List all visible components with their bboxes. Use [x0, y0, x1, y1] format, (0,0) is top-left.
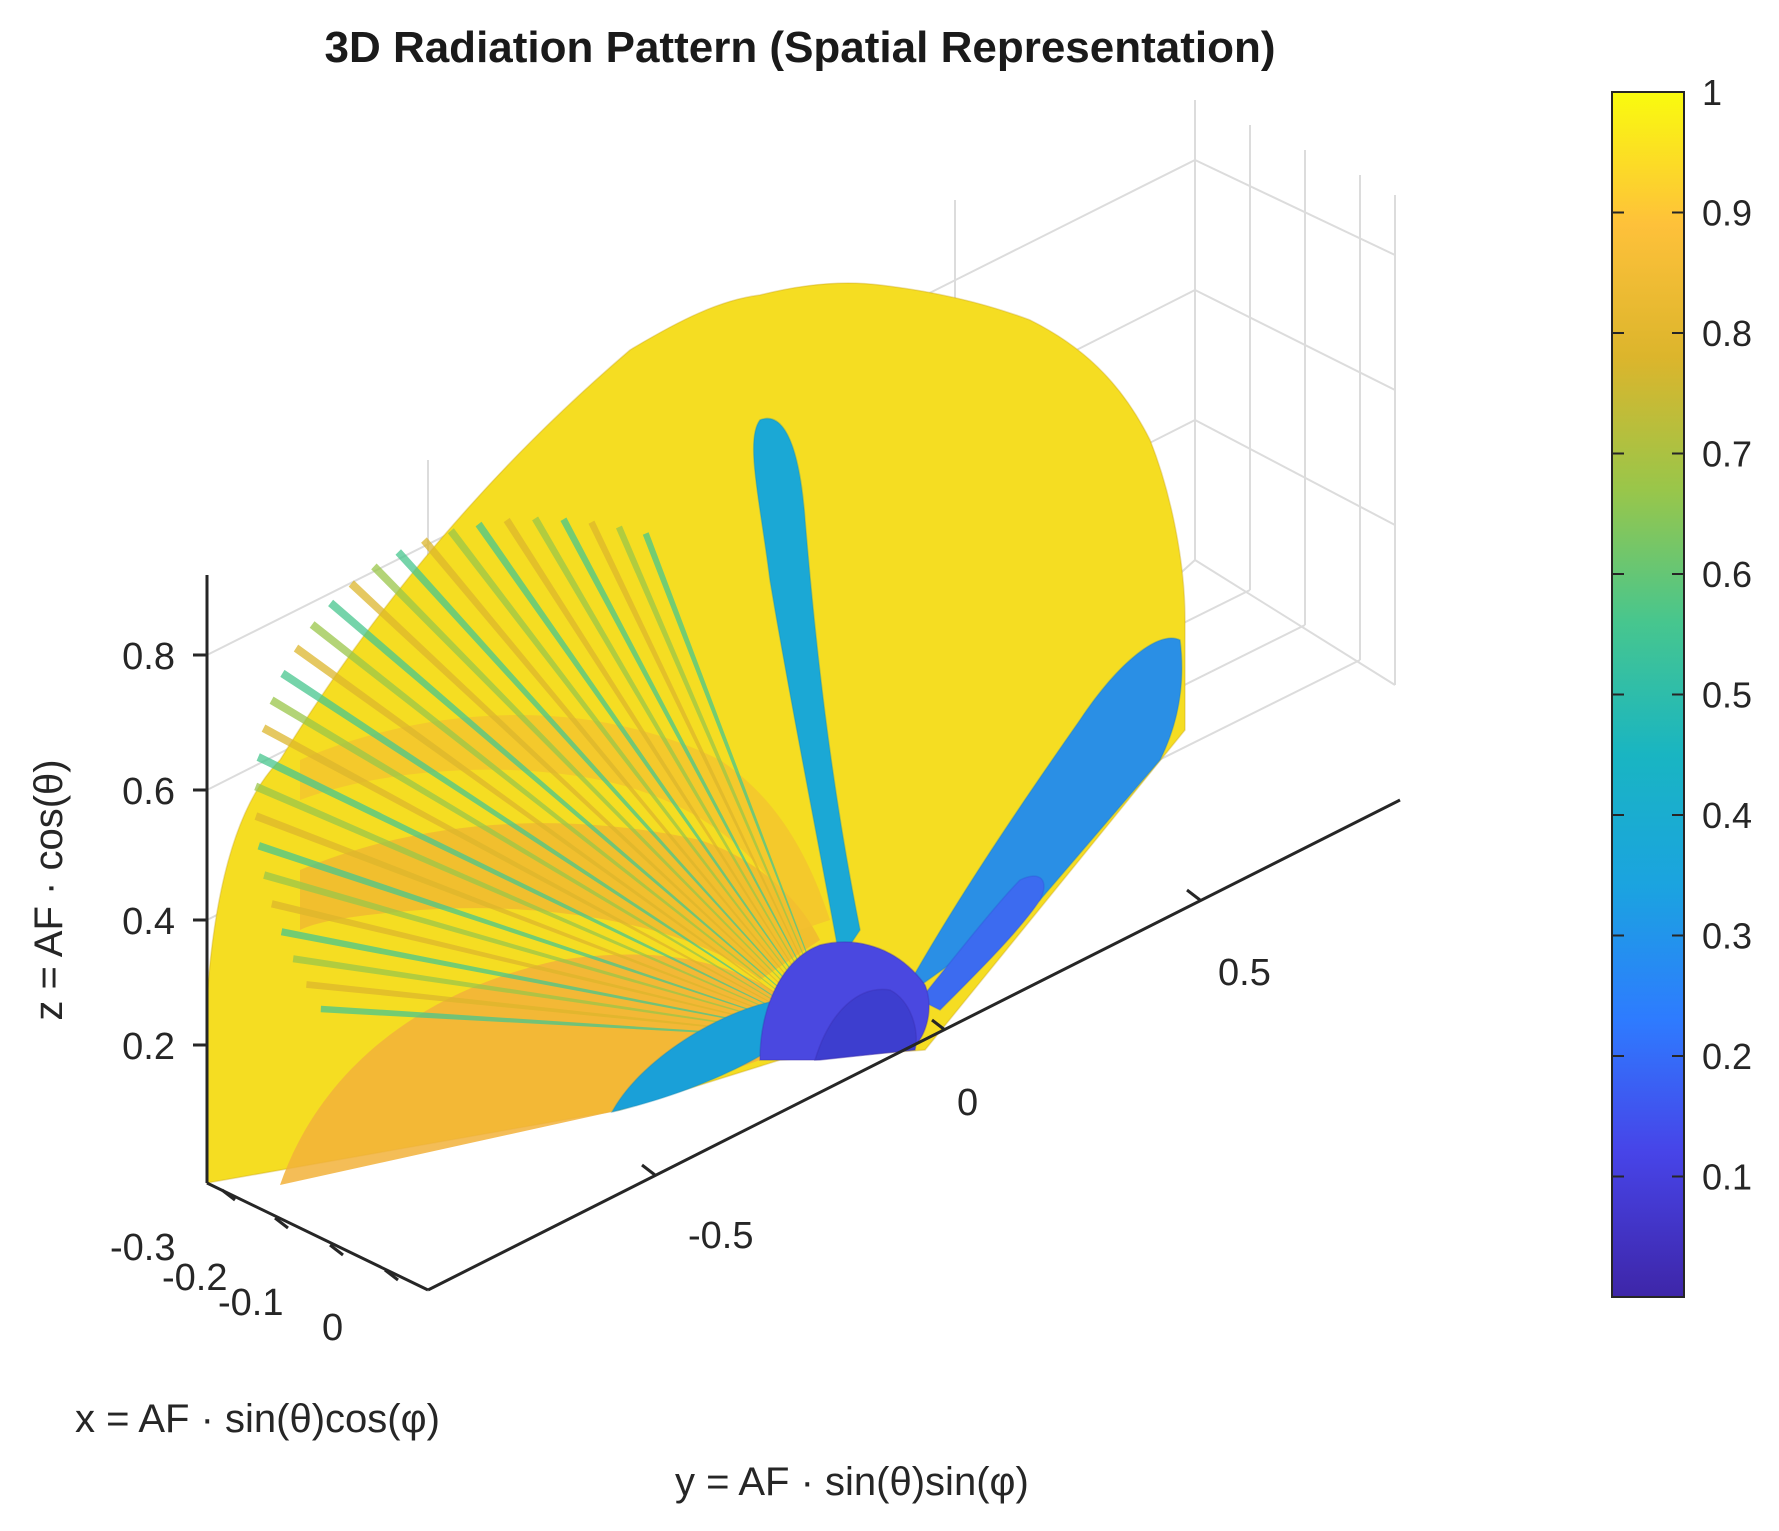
- z-tick: 0.2: [122, 1026, 175, 1068]
- x-tick: 0: [322, 1307, 343, 1349]
- fan-stripe: [588, 520, 840, 1040]
- fan-stripe: [280, 928, 840, 1040]
- fan-stripe: [309, 621, 840, 1040]
- fan-stripe: [447, 528, 840, 1040]
- z-tick: 0.8: [122, 636, 175, 678]
- y-axis-label: y = AF · sin(θ)sin(φ): [675, 1460, 1029, 1504]
- y-tick: 0.5: [1218, 952, 1271, 994]
- y-tick: -0.5: [688, 1215, 753, 1257]
- fan-stripe: [560, 517, 840, 1040]
- lobe-side-2: [918, 875, 1045, 1011]
- lobe-side-1: [899, 637, 1183, 1001]
- fan-stripe: [293, 644, 840, 1040]
- fan-stripe: [292, 955, 840, 1040]
- colorbar-ticks: 0.1 0.2 0.3 0.4 0.5 0.6 0.7 0.8 0.9 1: [1612, 72, 1752, 1198]
- fan-stripe: [254, 812, 841, 1040]
- colorbar-tick-label: 0.9: [1702, 193, 1752, 234]
- fan-stripe: [532, 516, 840, 1040]
- colorbar-tick-label: 1: [1702, 72, 1722, 113]
- pattern-surface: [206, 282, 1186, 1185]
- fan-stripe: [269, 696, 841, 1040]
- fan-stripe: [371, 563, 840, 1040]
- fan-stripes: [254, 516, 841, 1040]
- colorbar-tick-label: 0.5: [1702, 675, 1752, 716]
- fan-stripe: [395, 549, 840, 1040]
- chart-title: 3D Radiation Pattern (Spatial Representa…: [324, 23, 1275, 72]
- colorbar-tick-label: 0.7: [1702, 434, 1752, 475]
- colorbar-tick-label: 0.8: [1702, 313, 1752, 354]
- fan-stripe: [261, 724, 840, 1040]
- axes: [193, 575, 1401, 1292]
- fan-stripe: [475, 521, 840, 1040]
- fan-stripe: [257, 842, 841, 1040]
- fan-stripe: [254, 782, 840, 1040]
- colorbar-tick-label: 0.6: [1702, 554, 1752, 595]
- fan-stripe: [328, 599, 840, 1040]
- colorbar-tick-label: 0.1: [1702, 1157, 1752, 1198]
- x-tick: -0.2: [162, 1257, 227, 1299]
- fan-stripe: [306, 981, 841, 1040]
- x-tick: -0.3: [110, 1227, 175, 1269]
- colorbar-tick-label: 0.4: [1702, 795, 1752, 836]
- fan-stripe: [503, 517, 840, 1040]
- fan-stripe: [642, 532, 840, 1040]
- fan-stripe: [421, 537, 840, 1040]
- fan-stripe: [280, 669, 840, 1040]
- lobe-side-3b: [813, 988, 917, 1061]
- y-tick: 0: [957, 1082, 978, 1124]
- colorbar-tick-label: 0.2: [1702, 1036, 1752, 1077]
- colorbar-tick-label: 0.3: [1702, 916, 1752, 957]
- z-axis-label: z = AF · cos(θ): [27, 759, 71, 1020]
- z-tick: 0.4: [122, 901, 175, 943]
- fan-stripe: [348, 580, 840, 1040]
- lobe-main-shade-1: [280, 954, 800, 1185]
- fan-stripe: [616, 525, 840, 1040]
- x-axis-label: x = AF · sin(θ)cos(φ): [75, 1397, 440, 1441]
- fan-stripe: [271, 900, 840, 1040]
- colorbar: 0.1 0.2 0.3 0.4 0.5 0.6 0.7 0.8 0.9 1: [1611, 72, 1752, 1298]
- z-tick: 0.6: [122, 771, 175, 813]
- x-tick: -0.1: [218, 1282, 283, 1324]
- fan-stripe: [256, 753, 841, 1040]
- fan-stripe: [263, 871, 840, 1040]
